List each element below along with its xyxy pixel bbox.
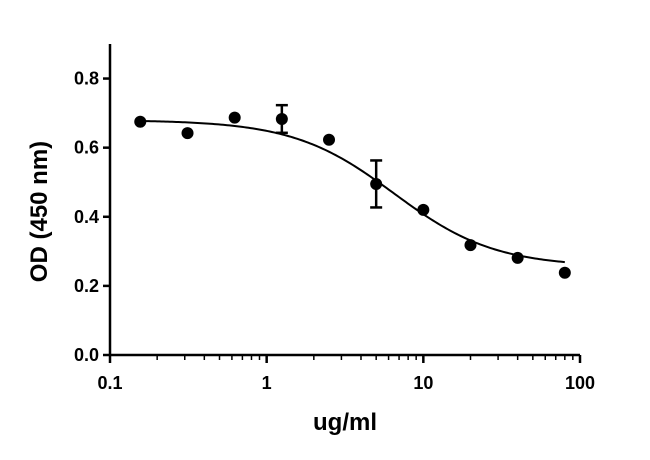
data-point [511, 251, 524, 264]
x-tick-label: 10 [413, 373, 433, 393]
y-tick-label: 0.8 [74, 69, 99, 89]
y-axis-ticks: 0.0 0.2 0.4 0.6 0.8 [74, 69, 110, 365]
x-axis-ticks: 0.1 1 10 100 [97, 355, 595, 393]
data-point [417, 203, 430, 216]
data-point [323, 133, 336, 146]
data-point [134, 115, 147, 128]
data-point [464, 239, 477, 252]
data-points [134, 111, 571, 279]
data-point [558, 266, 571, 279]
axes [108, 44, 580, 357]
data-point [228, 111, 241, 124]
y-tick-label: 0.6 [74, 138, 99, 158]
y-tick-label: 0.4 [74, 207, 99, 227]
x-tick-label: 1 [262, 373, 272, 393]
y-tick-label: 0.2 [74, 276, 99, 296]
fit-curve [140, 119, 565, 264]
data-point [370, 177, 383, 190]
y-axis-title: OD (450 nm) [26, 141, 53, 282]
data-point [275, 112, 288, 125]
x-axis-title: ug/ml [313, 409, 377, 436]
x-tick-label: 0.1 [97, 373, 122, 393]
x-tick-label: 100 [565, 373, 595, 393]
data-point [181, 127, 194, 140]
error-bars [275, 103, 383, 209]
y-tick-label: 0.0 [74, 345, 99, 365]
